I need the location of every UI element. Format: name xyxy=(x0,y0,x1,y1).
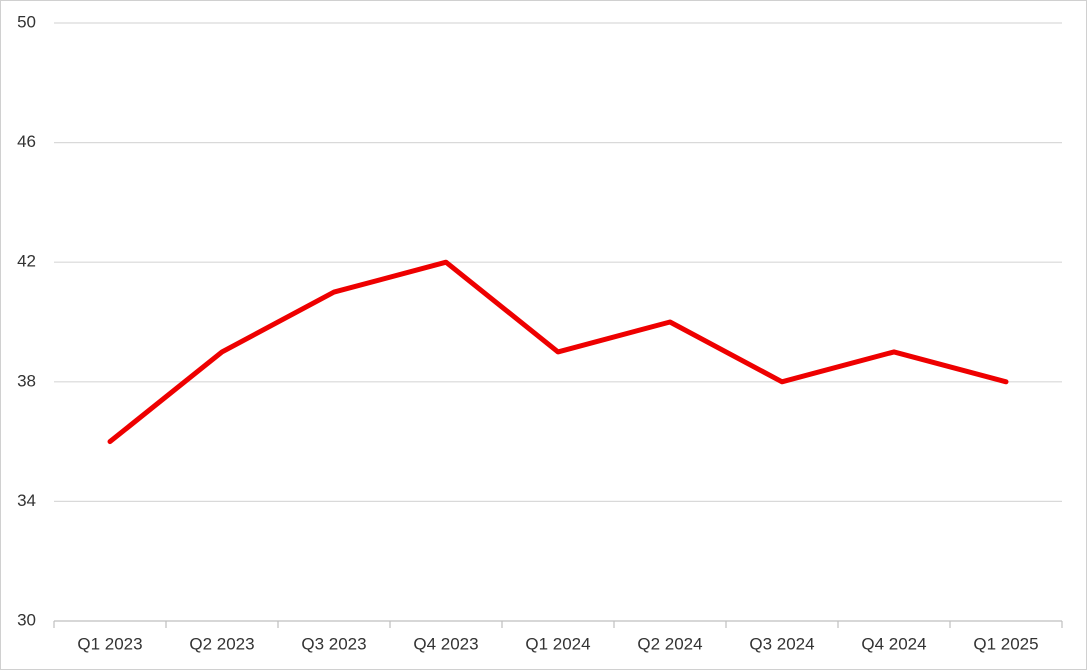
y-tick-label: 30 xyxy=(17,610,36,629)
y-tick-label: 34 xyxy=(17,491,36,510)
x-tick-label: Q1 2025 xyxy=(973,634,1038,653)
x-tick-label: Q3 2023 xyxy=(301,634,366,653)
x-tick-label: Q2 2023 xyxy=(189,634,254,653)
y-tick-label: 46 xyxy=(17,132,36,151)
x-tick-label: Q4 2023 xyxy=(413,634,478,653)
x-tick-label: Q3 2024 xyxy=(749,634,814,653)
x-tick-label: Q1 2023 xyxy=(77,634,142,653)
y-tick-label: 50 xyxy=(17,12,36,31)
y-tick-label: 42 xyxy=(17,252,36,271)
x-tick-label: Q4 2024 xyxy=(861,634,926,653)
y-tick-label: 38 xyxy=(17,371,36,390)
data-line xyxy=(107,259,1009,445)
x-tick-label: Q1 2024 xyxy=(525,634,590,653)
x-tick-label: Q2 2024 xyxy=(637,634,702,653)
